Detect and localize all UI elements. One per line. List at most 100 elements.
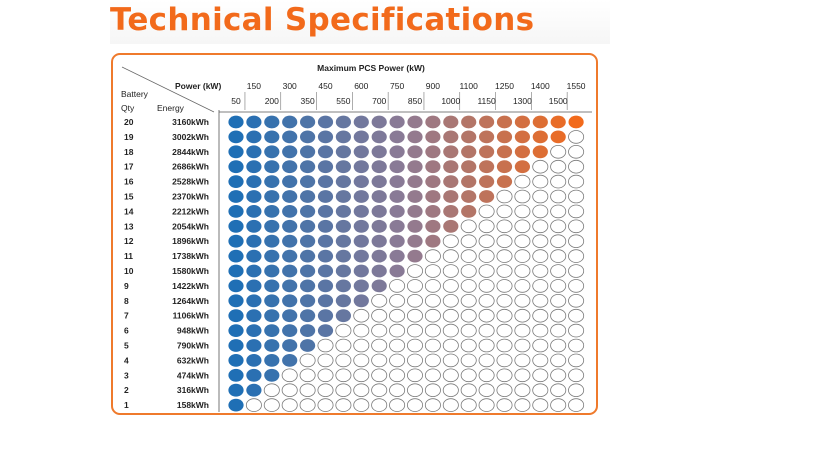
empty-dot (550, 159, 567, 174)
filled-dot (264, 249, 280, 263)
filled-dot (353, 219, 369, 233)
filled-dot (353, 175, 369, 189)
empty-dot (442, 398, 459, 412)
filled-dot (264, 234, 280, 248)
empty-dot (424, 279, 441, 293)
empty-dot (389, 383, 406, 398)
filled-dot (389, 160, 405, 174)
filled-dot (335, 264, 351, 278)
empty-dot (496, 264, 513, 278)
filled-dot (264, 160, 280, 174)
filled-dot (407, 160, 423, 174)
filled-dot (228, 130, 244, 144)
qty-header: Qty (121, 103, 135, 113)
filled-dot (479, 115, 495, 129)
battery-qty-label: 11 (124, 251, 133, 261)
filled-dot (389, 249, 405, 263)
power-bottom-label: 1300 (513, 96, 532, 106)
filled-dot (317, 279, 334, 293)
filled-dot (264, 219, 280, 233)
filled-dot (353, 190, 369, 203)
empty-dot (568, 204, 585, 219)
filled-dot (246, 160, 262, 174)
filled-dot (407, 219, 423, 233)
empty-dot (299, 398, 316, 412)
empty-dot (550, 398, 567, 412)
filled-dot (282, 309, 298, 323)
filled-dot (461, 115, 477, 129)
empty-dot (389, 308, 406, 323)
filled-dot (389, 190, 405, 203)
filled-dot (550, 130, 566, 144)
empty-dot (442, 264, 459, 278)
filled-dot (228, 294, 244, 308)
power-top-label: 600 (354, 81, 368, 91)
power-bottom-label: 1000 (441, 96, 460, 106)
empty-dot (281, 398, 298, 412)
empty-dot (532, 204, 549, 219)
empty-dot (496, 368, 513, 383)
empty-dot (568, 279, 585, 293)
filled-dot (353, 249, 369, 263)
empty-dot (317, 398, 334, 412)
empty-dot (532, 174, 549, 189)
energy-label: 316kWh (177, 385, 209, 395)
empty-dot (281, 383, 298, 398)
empty-dot (442, 323, 459, 338)
empty-dot (460, 338, 477, 353)
filled-dot (317, 309, 334, 323)
filled-dot (461, 160, 477, 174)
filled-dot (371, 264, 387, 278)
empty-dot (550, 234, 567, 249)
empty-dot (389, 368, 406, 383)
filled-dot (282, 324, 298, 337)
filled-dot (407, 115, 423, 129)
empty-dot (496, 308, 513, 323)
filled-dot (389, 219, 405, 233)
empty-dot (478, 368, 495, 383)
filled-dot (335, 249, 351, 263)
energy-label: 790kWh (177, 341, 209, 351)
empty-dot (478, 279, 495, 293)
filled-dot (335, 130, 351, 144)
filled-dot (443, 115, 459, 129)
filled-dot (496, 145, 513, 159)
empty-dot (389, 323, 406, 338)
filled-dot (300, 279, 316, 293)
filled-dot (264, 115, 280, 129)
energy-label: 3002kWh (172, 132, 209, 142)
empty-dot (389, 398, 406, 412)
filled-dot (317, 219, 334, 233)
empty-dot (424, 293, 441, 308)
empty-dot (406, 293, 423, 308)
energy-label: 158kWh (177, 400, 209, 410)
filled-dot (300, 115, 316, 129)
filled-dot (407, 145, 423, 159)
filled-dot (407, 234, 423, 248)
empty-dot (353, 308, 370, 323)
filled-dot (425, 175, 441, 189)
filled-dot (246, 219, 262, 233)
empty-dot (532, 353, 549, 368)
filled-dot (317, 175, 334, 189)
chart-frame (111, 53, 598, 415)
empty-dot (442, 368, 459, 383)
filled-dot (479, 190, 495, 203)
empty-dot (496, 204, 513, 219)
filled-dot (228, 354, 244, 367)
battery-qty-label: 7 (124, 311, 129, 321)
empty-dot (353, 323, 370, 338)
battery-qty-label: 6 (124, 326, 129, 336)
filled-dot (228, 383, 244, 397)
power-top-label: 1100 (460, 81, 479, 91)
filled-dot (317, 324, 334, 337)
filled-dot (371, 160, 387, 174)
filled-dot (532, 145, 548, 159)
empty-dot (299, 383, 316, 398)
empty-dot (550, 338, 567, 353)
filled-dot (246, 383, 262, 397)
power-top-label: 1400 (531, 81, 550, 91)
empty-dot (532, 293, 549, 308)
empty-dot (478, 293, 495, 308)
filled-dot (371, 219, 387, 233)
